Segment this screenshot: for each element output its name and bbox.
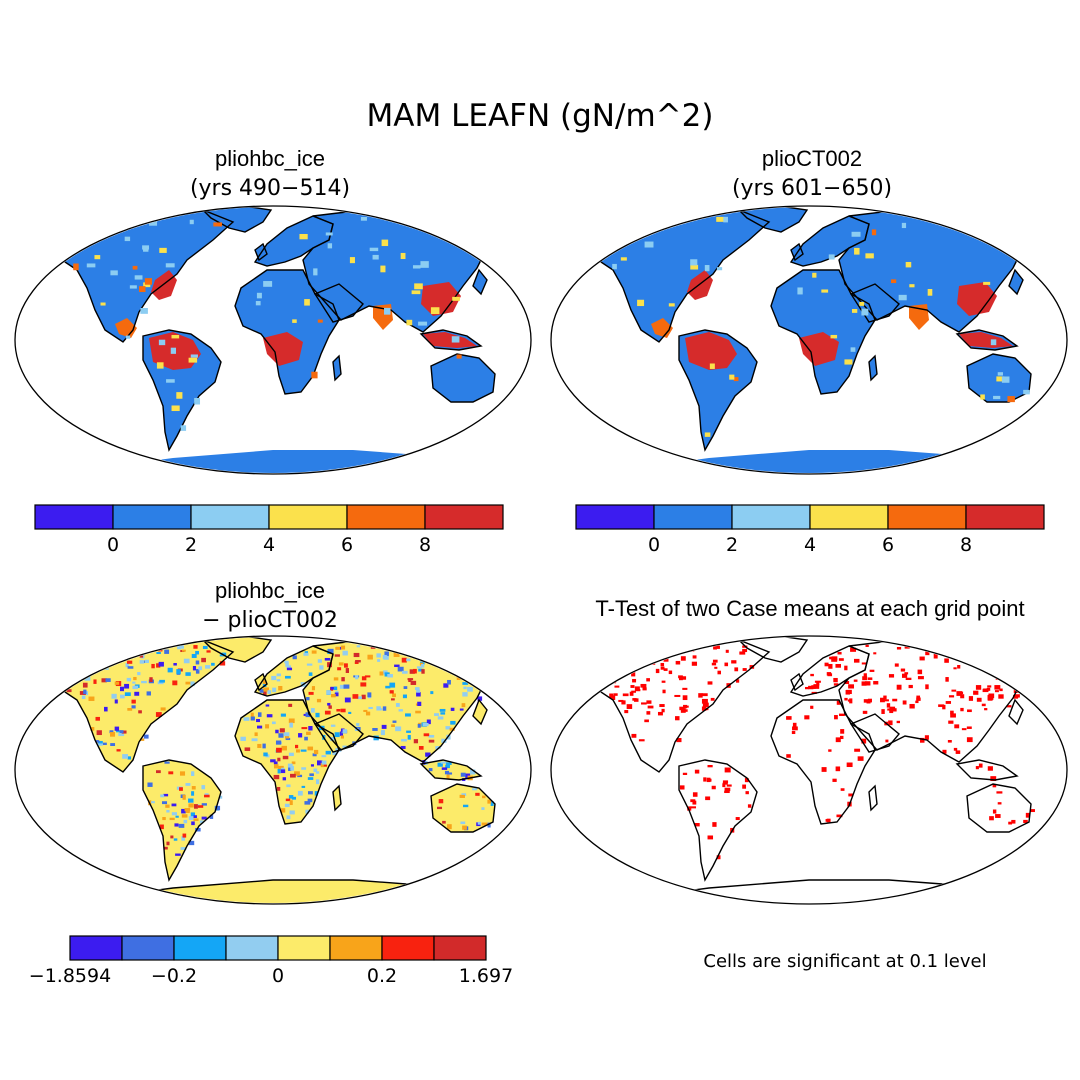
colorbar-swatch bbox=[69, 935, 123, 961]
colorbar-tick-label: 0 bbox=[648, 534, 660, 556]
map-top-left bbox=[14, 205, 532, 475]
colorbar-swatch bbox=[887, 504, 967, 530]
colorbar-tick-label: 0.2 bbox=[367, 965, 397, 987]
colorbar-swatch bbox=[225, 935, 279, 961]
colorbar-swatch bbox=[809, 504, 889, 530]
panel-top-right: plioCT002 (yrs 601−650) bbox=[550, 146, 1068, 556]
colorbar-tick-label: 4 bbox=[804, 534, 816, 556]
colorbar-swatch bbox=[329, 935, 383, 961]
panel-bottom-right-title: T-Test of two Case means at each grid po… bbox=[595, 596, 1024, 621]
colorbar-swatch bbox=[965, 504, 1045, 530]
panel-top-left: pliohbc_ice (yrs 490−514) bbox=[14, 146, 532, 556]
colorbar-swatch bbox=[277, 935, 331, 961]
colorbar-swatch bbox=[190, 504, 270, 530]
colorbar-swatch bbox=[112, 504, 192, 530]
colorbar-tick-label: 8 bbox=[419, 534, 431, 556]
colorbar-tick-label: 6 bbox=[882, 534, 894, 556]
colorbar-tick-label: 0 bbox=[107, 534, 119, 556]
significance-note: Cells are significant at 0.1 level bbox=[703, 951, 986, 972]
colorbar-swatch bbox=[173, 935, 227, 961]
colorbar-swatch bbox=[34, 504, 114, 530]
colorbar-top-right: 0 2 4 6 8 bbox=[575, 504, 1045, 556]
panel-bottom-left-title: pliohbc_ice bbox=[215, 578, 325, 603]
panel-top-left-title: pliohbc_ice bbox=[215, 146, 325, 171]
panel-bottom-right: T-Test of two Case means at each grid po… bbox=[550, 596, 1068, 972]
colorbar-tick-label: 6 bbox=[341, 534, 353, 556]
map-top-right bbox=[550, 205, 1068, 475]
colorbar-tick-label: −0.2 bbox=[151, 965, 197, 987]
map-frame bbox=[550, 635, 1068, 905]
map-bottom-left bbox=[14, 635, 532, 905]
colorbar-top-left: 0 2 4 6 8 bbox=[34, 504, 504, 556]
colorbar-swatch bbox=[653, 504, 733, 530]
colorbar-tick-label: 0 bbox=[272, 965, 284, 987]
panel-top-right-subtitle: (yrs 601−650) bbox=[732, 176, 892, 201]
panel-top-right-title: plioCT002 bbox=[762, 146, 862, 171]
colorbar-swatch bbox=[381, 935, 435, 961]
colorbar-swatch bbox=[575, 504, 655, 530]
panel-bottom-left-subtitle: − plioCT002 bbox=[202, 608, 338, 633]
colorbar-swatch bbox=[268, 504, 348, 530]
colorbar-swatch bbox=[424, 504, 504, 530]
colorbar-swatch bbox=[346, 504, 426, 530]
colorbar-tick-label: 8 bbox=[960, 534, 972, 556]
panel-top-left-subtitle: (yrs 490−514) bbox=[190, 176, 350, 201]
colorbar-difference: −1.8594 −0.2 0 0.2 1.697 bbox=[29, 935, 513, 987]
colorbar-tick-label: 1.697 bbox=[459, 965, 513, 987]
colorbar-tick-label: 2 bbox=[185, 534, 197, 556]
colorbar-tick-label: 4 bbox=[263, 534, 275, 556]
colorbar-swatch bbox=[433, 935, 487, 961]
figure-title: MAM LEAFN (gN/m^2) bbox=[367, 98, 714, 134]
panel-bottom-left: pliohbc_ice − plioCT002 −1.8594 −0. bbox=[14, 578, 532, 987]
colorbar-tick-label: −1.8594 bbox=[29, 965, 111, 987]
map-bottom-right bbox=[550, 635, 1068, 905]
colorbar-tick-label: 2 bbox=[726, 534, 738, 556]
colorbar-swatch bbox=[121, 935, 175, 961]
colorbar-swatch bbox=[731, 504, 811, 530]
